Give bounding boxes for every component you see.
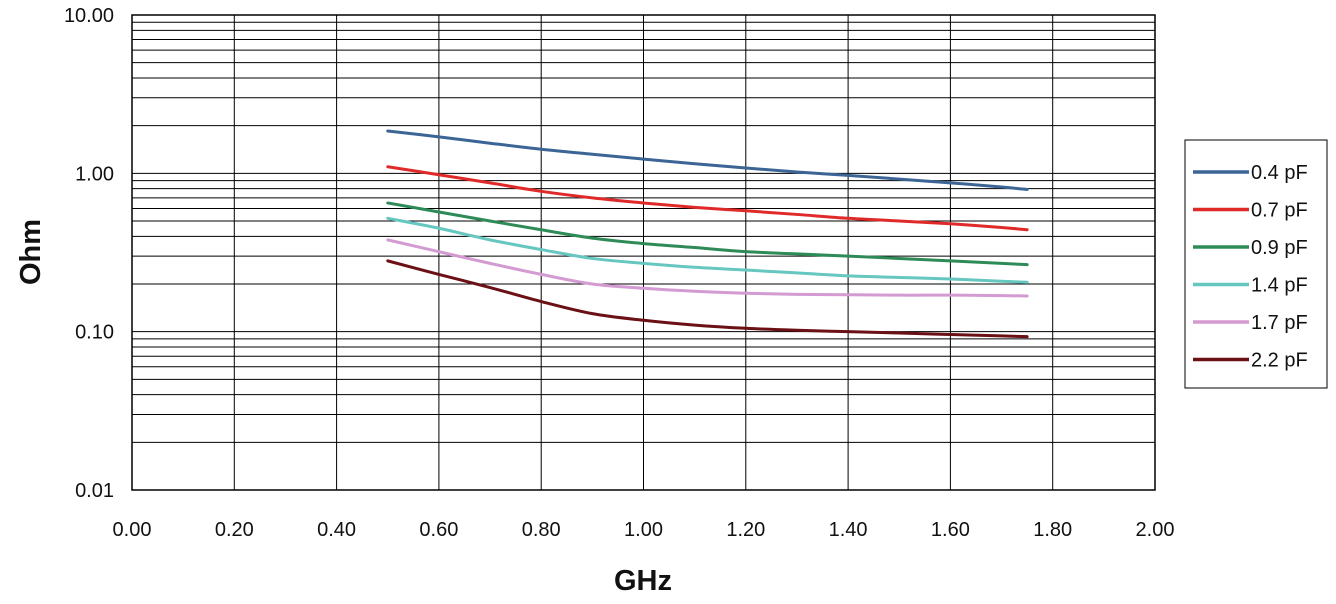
x-tick-label: 1.20 — [726, 519, 765, 541]
series-line-1-7-pf — [386, 238, 1029, 298]
x-axis-tick-labels: 0.00 0.20 0.40 0.60 0.80 1.00 1.20 1.40 1.60 1.80… — [113, 519, 1175, 541]
x-tick-label: 1.40 — [829, 519, 868, 541]
legend-label-1-7-pf: 1.7 pF — [1251, 312, 1308, 334]
x-tick-label: 2.00 — [1136, 519, 1175, 541]
y-axis-title: Ohm — [15, 219, 47, 285]
plot-area — [131, 14, 1156, 491]
legend-label-0-9-pf: 0.9 pF — [1251, 237, 1308, 259]
x-axis-title: GHz — [614, 565, 672, 597]
x-tick-label: 0.80 — [522, 519, 561, 541]
legend: 0.4 pF 0.7 pF 0.9 pF 1.4 pF 1.7 pF 2.2 pF — [1184, 139, 1328, 389]
x-tick-label: 1.00 — [624, 519, 663, 541]
x-tick-label: 0.00 — [113, 519, 152, 541]
legend-label-0-4-pf: 0.4 pF — [1251, 162, 1308, 184]
y-axis-tick-labels: 0.01 0.10 1.00 10.00 — [64, 5, 114, 502]
series-line-0-4-pf — [386, 129, 1029, 192]
series-lines — [386, 129, 1029, 339]
x-tick-label: 1.80 — [1033, 519, 1072, 541]
y-tick-label: 0.01 — [75, 480, 114, 502]
series-line-0-9-pf — [386, 201, 1029, 267]
y-tick-label: 10.00 — [64, 5, 114, 27]
legend-box — [1184, 139, 1328, 389]
legend-label-1-4-pf: 1.4 pF — [1251, 275, 1308, 297]
grid — [131, 15, 1156, 491]
y-tick-label: 1.00 — [75, 163, 114, 185]
series-line-1-4-pf — [386, 216, 1029, 284]
legend-label-2-2-pf: 2.2 pF — [1251, 350, 1308, 372]
x-tick-label: 0.60 — [419, 519, 458, 541]
series-line-2-2-pf — [386, 259, 1029, 339]
x-tick-label: 0.20 — [215, 519, 254, 541]
legend-label-0-7-pf: 0.7 pF — [1251, 200, 1308, 222]
x-tick-label: 1.60 — [931, 519, 970, 541]
y-tick-label: 0.10 — [75, 322, 114, 344]
x-tick-label: 0.40 — [317, 519, 356, 541]
series-line-0-7-pf — [386, 165, 1029, 232]
